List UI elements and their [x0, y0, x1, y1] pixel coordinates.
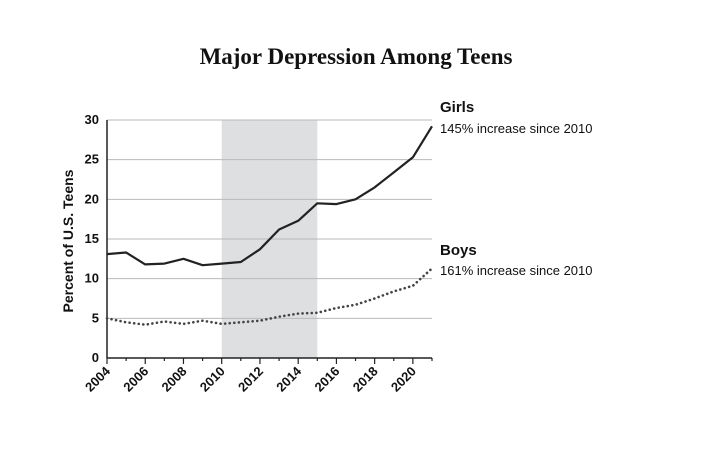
- x-tick-label: 2004: [82, 363, 114, 395]
- x-tick-label: 2012: [235, 364, 266, 395]
- y-tick-label: 30: [85, 112, 99, 127]
- y-tick-label: 25: [85, 152, 99, 167]
- x-tick-label: 2016: [311, 364, 342, 395]
- x-tick-label: 2014: [273, 363, 305, 395]
- x-tick-labels: 2004 2006 2008 2010 2012 2014 2016 2018 2020: [82, 363, 419, 395]
- x-tick-label: 2010: [197, 364, 228, 395]
- series-annotation-boys: 161% increase since 2010: [440, 263, 593, 278]
- series-name-girls: Girls: [440, 99, 474, 116]
- y-tick-label: 15: [85, 231, 99, 246]
- y-tick-label: 20: [85, 191, 99, 206]
- series-line-girls: [106, 125, 433, 267]
- x-tick-label: 2020: [388, 364, 419, 395]
- y-tick-label: 5: [92, 310, 99, 325]
- chart-title: Major Depression Among Teens: [199, 44, 513, 69]
- series-lines: [105, 125, 434, 327]
- series-annotation-girls: 145% increase since 2010: [440, 121, 593, 136]
- x-tick-label: 2006: [120, 364, 151, 395]
- x-tick-label: 2018: [350, 364, 381, 395]
- series-name-boys: Boys: [440, 242, 477, 259]
- series-labels: Girls 145% increase since 2010 Boys 161% in…: [440, 99, 593, 278]
- y-axis-label: Percent of U.S. Teens: [60, 169, 76, 312]
- series-line-boys: [105, 267, 434, 327]
- x-tick-label: 2008: [159, 364, 190, 395]
- y-tick-label: 0: [92, 350, 99, 365]
- y-tick-label: 10: [85, 271, 99, 286]
- y-tick-labels: 0 5 10 15 20 25 30: [85, 112, 99, 365]
